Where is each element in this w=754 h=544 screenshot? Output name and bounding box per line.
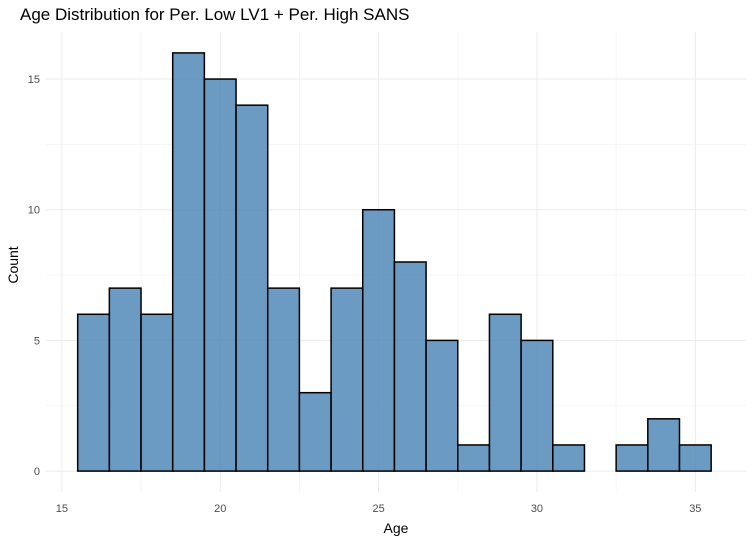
chart-title: Age Distribution for Per. Low LV1 + Per.…	[20, 5, 409, 24]
histogram-bar	[76, 313, 111, 472]
x-tick-label: 20	[214, 503, 226, 515]
histogram-bar	[647, 418, 681, 472]
histogram-bar	[457, 444, 491, 472]
histogram-bar	[393, 261, 427, 472]
x-tick-label: 15	[56, 503, 68, 515]
histogram-bar	[235, 104, 269, 472]
histogram-bar	[520, 339, 554, 472]
histogram-bar	[488, 313, 522, 472]
histogram-bar	[140, 313, 174, 472]
histogram-bar	[552, 444, 586, 472]
x-tick-label: 25	[372, 503, 384, 515]
histogram-bar	[678, 444, 712, 472]
x-tick-label: 35	[689, 503, 701, 515]
histogram-bar	[266, 287, 301, 472]
histogram-bars	[76, 52, 712, 472]
y-tick-label: 5	[34, 335, 40, 347]
histogram-bar	[361, 208, 396, 472]
x-tick-label: 30	[531, 503, 543, 515]
y-tick-label: 0	[34, 466, 40, 478]
histogram-bar	[330, 287, 364, 472]
histogram-bar	[203, 78, 237, 472]
x-axis-ticks: 15 20 25 30 35	[56, 503, 702, 515]
y-axis-ticks: 0 5 10 15	[28, 74, 40, 478]
histogram-bar	[108, 287, 142, 472]
y-tick-label: 15	[28, 74, 40, 86]
histogram-bar	[425, 339, 459, 472]
y-axis-title: Count	[5, 246, 21, 283]
histogram-bar	[171, 52, 206, 472]
histogram-bar	[298, 391, 332, 472]
histogram-bar	[615, 444, 649, 472]
x-axis-title: Age	[384, 520, 409, 536]
y-tick-label: 10	[28, 205, 40, 217]
